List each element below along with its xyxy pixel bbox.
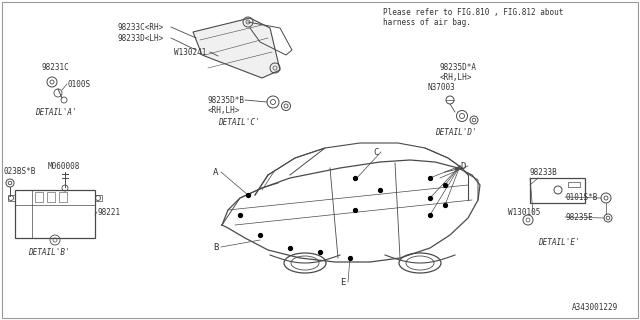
Text: 98231C: 98231C bbox=[42, 63, 70, 72]
Text: W130241: W130241 bbox=[174, 48, 206, 57]
Bar bbox=[8, 195, 15, 201]
Text: DETAIL'E': DETAIL'E' bbox=[538, 238, 580, 247]
Bar bbox=[15, 190, 95, 238]
Text: W130105: W130105 bbox=[508, 208, 540, 217]
Bar bbox=[47, 192, 55, 202]
Text: 98233D<LH>: 98233D<LH> bbox=[118, 34, 164, 43]
Polygon shape bbox=[193, 18, 280, 78]
Bar bbox=[35, 192, 43, 202]
Bar bbox=[568, 182, 580, 187]
Text: DETAIL'C': DETAIL'C' bbox=[218, 118, 260, 127]
Text: C: C bbox=[373, 148, 378, 157]
Bar bbox=[59, 192, 67, 202]
Text: 98221: 98221 bbox=[97, 208, 120, 217]
Text: A: A bbox=[213, 168, 218, 177]
Text: N37003: N37003 bbox=[427, 83, 455, 92]
Bar bbox=[95, 195, 102, 201]
Text: D: D bbox=[460, 162, 465, 171]
Bar bbox=[530, 178, 585, 203]
Text: 98235E: 98235E bbox=[565, 213, 593, 222]
Text: B: B bbox=[213, 243, 218, 252]
Text: M060008: M060008 bbox=[48, 162, 81, 171]
Text: DETAIL'A': DETAIL'A' bbox=[35, 108, 77, 117]
Text: DETAIL'B': DETAIL'B' bbox=[28, 248, 70, 257]
Text: 98233B: 98233B bbox=[530, 168, 557, 177]
Text: 0101S*B: 0101S*B bbox=[565, 193, 597, 202]
Text: DETAIL'D': DETAIL'D' bbox=[435, 128, 477, 137]
Text: E: E bbox=[340, 278, 346, 287]
Text: 98235D*A
<RH,LH>: 98235D*A <RH,LH> bbox=[440, 63, 477, 82]
Text: A343001229: A343001229 bbox=[572, 303, 618, 312]
Text: 98235D*B
<RH,LH>: 98235D*B <RH,LH> bbox=[208, 96, 245, 116]
Text: 0100S: 0100S bbox=[68, 80, 91, 89]
Text: Please refer to FIG.810 , FIG.812 about
harness of air bag.: Please refer to FIG.810 , FIG.812 about … bbox=[383, 8, 563, 28]
Text: 023BS*B: 023BS*B bbox=[4, 167, 36, 176]
Text: 98233C<RH>: 98233C<RH> bbox=[118, 23, 164, 32]
